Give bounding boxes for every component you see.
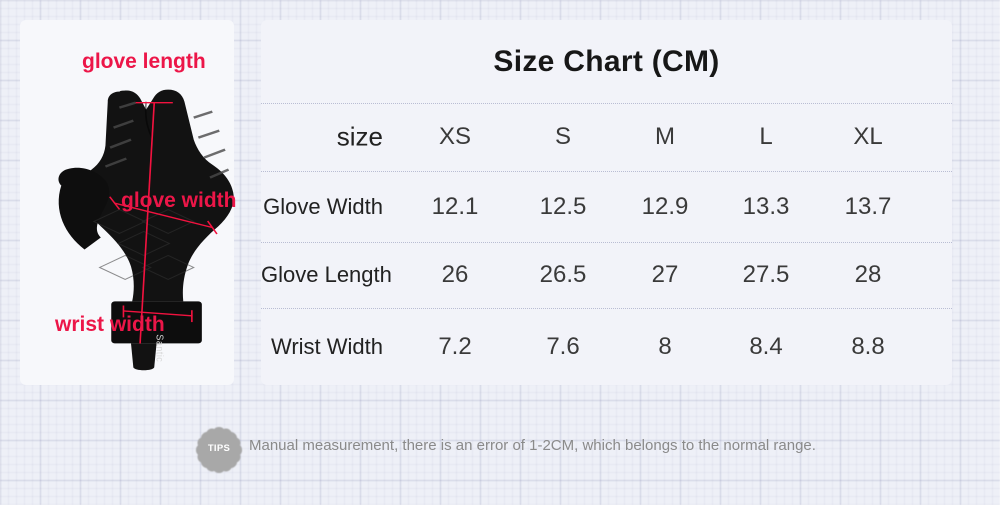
svg-text:Santic: Santic — [153, 334, 165, 362]
